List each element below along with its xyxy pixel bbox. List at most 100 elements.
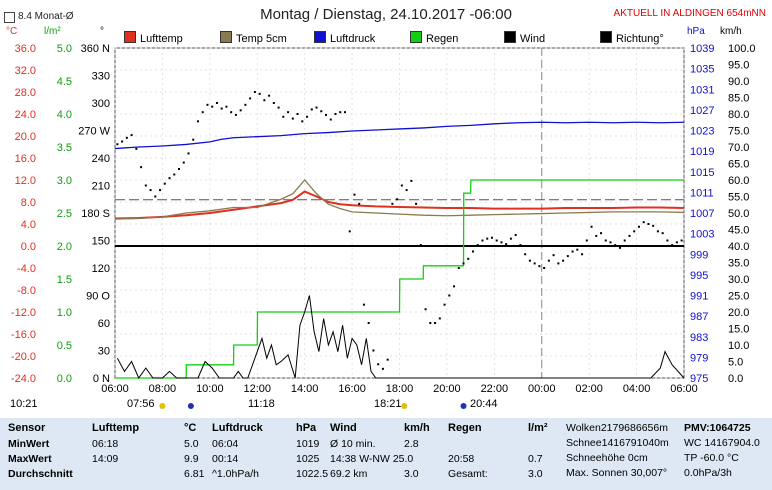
table-cell: 00:14 — [212, 453, 239, 465]
series-richtung--point — [339, 111, 342, 114]
series-richtung--point — [424, 308, 427, 311]
rain-tick-label: 2.5 — [57, 208, 72, 220]
series-richtung--point — [121, 140, 124, 143]
series-richtung--point — [391, 202, 394, 205]
wind-tick-label: 85.0 — [728, 93, 749, 105]
direction-unit: ° — [100, 26, 104, 37]
direction-tick-label: 60 — [98, 318, 110, 330]
series-richtung--point — [576, 248, 579, 251]
series-richtung--point — [192, 138, 195, 141]
wind-tick-label: 70.0 — [728, 142, 749, 154]
series-richtung--point — [604, 239, 607, 242]
table-cell: MinWert — [8, 438, 50, 450]
direction-tick-label: 360 N — [81, 43, 110, 55]
wind-tick-label: 75.0 — [728, 126, 749, 138]
wind-tick-label: 15.0 — [728, 324, 749, 336]
series-richtung--point — [453, 285, 456, 288]
pressure-tick-label: 1007 — [690, 208, 714, 220]
direction-tick-label: 0 N — [93, 373, 110, 385]
wind-tick-label: 90.0 — [728, 76, 749, 88]
series-richtung--point — [367, 322, 370, 324]
sun-moon-marker — [460, 403, 467, 409]
weather-chart: 06:00 08:00 10:00 12:00 14:00 16:00 18:00 20:00… — [11, 43, 756, 409]
rain-tick-label: 1.0 — [57, 307, 72, 319]
wind-tick-label: 40.0 — [728, 241, 749, 253]
series-richtung--point — [538, 265, 541, 268]
temp-tick-label: 12.0 — [15, 175, 36, 187]
wind-tick-label: 35.0 — [728, 258, 749, 270]
table-cell: ^1.0hPa/h — [212, 468, 259, 480]
wind-tick-label: 30.0 — [728, 274, 749, 286]
series-richtung--point — [585, 239, 588, 242]
series-richtung--point — [614, 244, 617, 247]
x-tick-label: 04:00 — [623, 383, 651, 395]
temp-tick-label: 28.0 — [15, 87, 36, 99]
pressure-tick-label: 1027 — [690, 105, 714, 117]
series-richtung--point — [315, 106, 318, 109]
series-richtung--point — [642, 221, 645, 224]
series-richtung--point — [116, 143, 119, 146]
series-richtung--point — [277, 106, 280, 109]
series-luftdruck — [114, 121, 685, 150]
series-regen — [115, 179, 684, 379]
series-richtung--point — [343, 111, 346, 114]
series-richtung--point — [443, 303, 446, 306]
table-cell: 0.7 — [528, 453, 543, 465]
pressure-unit: hPa — [687, 26, 705, 37]
series-richtung--point — [239, 109, 242, 112]
table-cell: 06:04 — [212, 438, 239, 450]
x-tick-label: 22:00 — [481, 383, 509, 395]
rain-tick-label: 3.0 — [57, 175, 72, 187]
legend-luftdruck: Luftdruck — [314, 31, 375, 45]
series-richtung--point — [656, 230, 659, 233]
series-richtung--point — [481, 239, 484, 242]
col-header-regen: Regen — [448, 422, 482, 434]
pressure-tick-label: 995 — [690, 270, 708, 282]
wind-tick-label: 50.0 — [728, 208, 749, 220]
series-richtung--point — [571, 250, 574, 253]
wind-tick-label: 95.0 — [728, 60, 749, 72]
rain-tick-label: 4.5 — [57, 76, 72, 88]
series-richtung--point — [467, 257, 470, 260]
temp-tick-label: 20.0 — [15, 131, 36, 143]
temp-tick-label: 4.0 — [21, 219, 36, 231]
series-richtung--point — [182, 161, 185, 164]
series-richtung--point — [249, 97, 252, 100]
annotation-4: 18:21 — [374, 398, 402, 410]
sun-moon-marker — [401, 403, 408, 409]
series-richtung--point — [306, 115, 309, 118]
average-checkbox[interactable] — [4, 12, 15, 23]
table-cell: 3.0 — [528, 468, 543, 480]
series-richtung--point — [671, 244, 674, 247]
extra-stat-1: Max. Sonnen 30,007° — [566, 467, 668, 479]
x-tick-label: 06:00 — [101, 383, 129, 395]
wind-tick-label: 0.0 — [728, 373, 743, 385]
wind-tick-label: 20.0 — [728, 307, 749, 319]
series-richtung--point — [263, 99, 266, 102]
series-richtung--point — [220, 107, 223, 110]
x-tick-label: 02:00 — [575, 383, 603, 395]
temp-tick-label: 16.0 — [15, 153, 36, 165]
temp-tick-label: 24.0 — [15, 109, 36, 121]
series-richtung--point — [163, 182, 166, 185]
legend-lufttemp: Lufttemp — [124, 31, 183, 45]
series-richtung--point — [144, 184, 147, 187]
series-richtung--point — [581, 253, 584, 256]
series-richtung--point — [201, 111, 204, 114]
series-richtung--point — [509, 237, 512, 240]
direction-tick-label: 270 W — [78, 126, 110, 138]
x-tick-label: 14:00 — [291, 383, 319, 395]
direction-tick-label: 90 O — [86, 291, 110, 303]
annotation-1: 10:21 — [10, 398, 38, 410]
chart-title: Montag / Dienstag, 24.10.2017 -06:00 — [260, 6, 512, 23]
x-tick-label: 06:00 — [670, 383, 698, 395]
extra-stat-2: WC 14167904.0 — [684, 437, 760, 449]
series-richtung--point — [268, 94, 271, 97]
temp-tick-label: 0.0 — [21, 241, 36, 253]
col-header-lufttemp: Lufttemp — [92, 422, 140, 434]
temp-tick-label: 36.0 — [15, 43, 36, 55]
series-richtung--point — [547, 259, 550, 262]
series-richtung--point — [434, 322, 437, 324]
series-richtung--point — [415, 202, 418, 205]
pressure-tick-label: 1031 — [690, 84, 714, 96]
